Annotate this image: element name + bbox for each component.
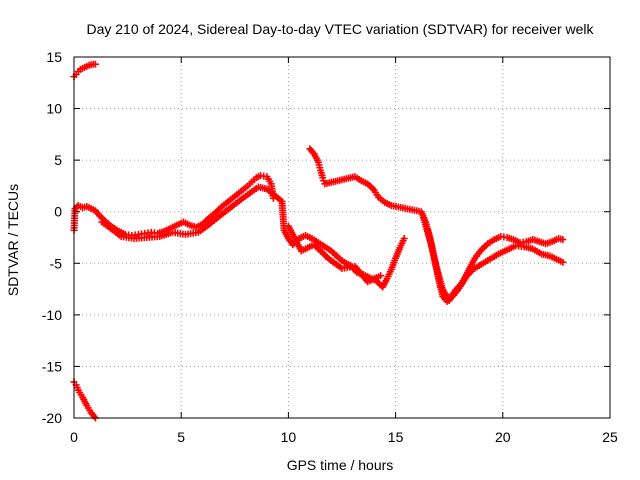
- data-point: [377, 272, 385, 280]
- y-tick-label: -15: [42, 358, 62, 374]
- data-point: [559, 258, 567, 266]
- chart-title: Day 210 of 2024, Sidereal Day-to-day VTE…: [86, 21, 594, 37]
- data-point: [441, 294, 449, 302]
- y-tick-label: 5: [54, 152, 62, 168]
- plot-frame: [73, 56, 611, 419]
- data-point: [559, 236, 567, 244]
- x-tick-label: 15: [388, 429, 404, 445]
- y-tick-label: 10: [46, 101, 62, 117]
- x-axis-label: GPS time / hours: [287, 457, 394, 473]
- data-markers: [70, 60, 567, 422]
- x-tick-label: 25: [602, 429, 618, 445]
- x-tick-label: 20: [495, 429, 511, 445]
- data-point: [400, 235, 408, 243]
- y-tick-label: -5: [50, 255, 63, 271]
- x-tick-label: 0: [70, 429, 78, 445]
- x-tick-label: 5: [177, 429, 185, 445]
- data-point: [91, 60, 99, 68]
- y-tick-label: 0: [54, 204, 62, 220]
- x-tick-label: 10: [281, 429, 297, 445]
- y-tick-label: 15: [46, 49, 62, 65]
- y-tick-label: -20: [42, 410, 62, 426]
- axis-ticks: 0 5 10 15 20 25 15 10 5 0 -5 -10 -15 -20: [42, 49, 618, 445]
- y-tick-label: -10: [42, 307, 62, 323]
- y-axis-label: SDTVAR / TECUs: [5, 184, 21, 296]
